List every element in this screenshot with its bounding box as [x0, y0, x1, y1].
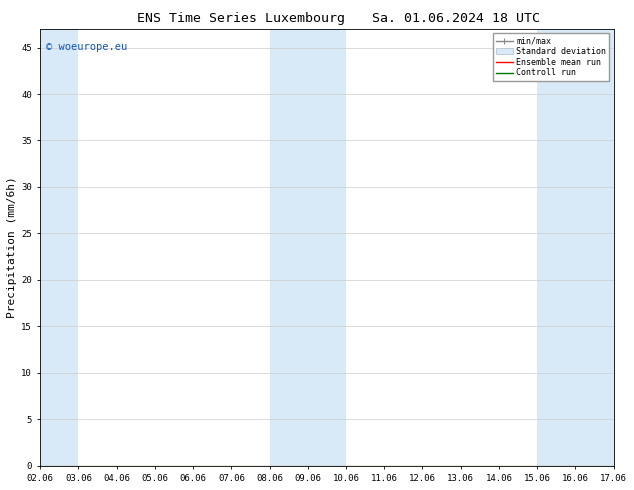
Text: © woeurope.eu: © woeurope.eu [46, 42, 127, 52]
Text: Sa. 01.06.2024 18 UTC: Sa. 01.06.2024 18 UTC [373, 12, 540, 25]
Bar [537, 29, 614, 466]
Y-axis label: Precipitation (mm/6h): Precipitation (mm/6h) [7, 176, 17, 318]
Legend: min/max, Standard deviation, Ensemble mean run, Controll run: min/max, Standard deviation, Ensemble me… [493, 33, 609, 81]
Bar [40, 29, 79, 466]
Bar [269, 29, 346, 466]
Text: ENS Time Series Luxembourg: ENS Time Series Luxembourg [137, 12, 345, 25]
